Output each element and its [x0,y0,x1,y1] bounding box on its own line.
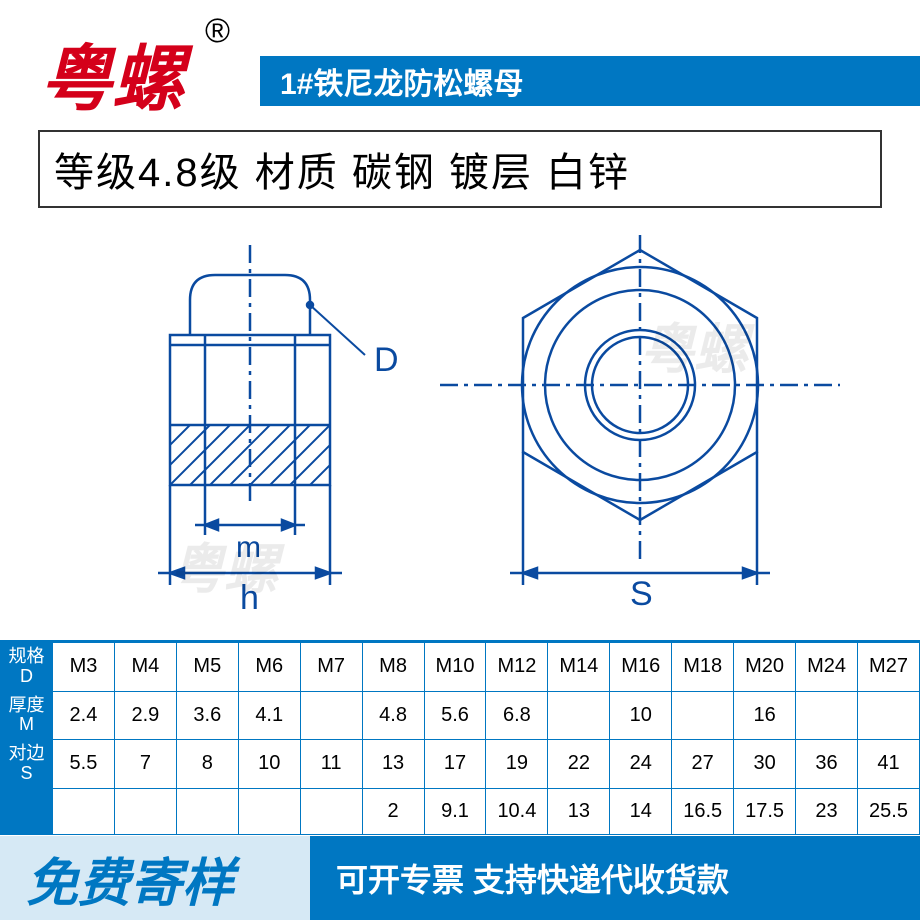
table-cell [176,788,238,834]
watermark-right: 粤螺 [640,305,748,384]
table-cell: M20 [734,643,796,692]
table-row-4: 29.110.4131416.517.52325.5 [1,788,920,834]
table-cell: 10 [238,740,300,789]
table-cell: M16 [610,643,672,692]
table-cell [300,691,362,740]
table-cell: 5.5 [53,740,115,789]
footer-bar: 免费寄样 可开专票 支持快递代收货款 [0,836,920,920]
table-cell: 25.5 [857,788,919,834]
table-cell: M5 [176,643,238,692]
table-cell: 7 [114,740,176,789]
watermark-left: 粤螺 [170,525,278,604]
table-cell [300,788,362,834]
product-title-bar: 1#铁尼龙防松螺母 [260,56,920,106]
spec-line: 等级4.8级 材质 碳钢 镀层 白锌 [54,151,630,195]
table-cell: 16 [734,691,796,740]
table-cell: 27 [672,740,734,789]
table-cell: 13 [362,740,424,789]
label-s: S [630,575,653,613]
table-cell: 22 [548,740,610,789]
table-cell [796,691,858,740]
table-cell: 24 [610,740,672,789]
table-cell: 6.8 [486,691,548,740]
table-cell: 8 [176,740,238,789]
footer-left-text: 免费寄样 [26,841,234,916]
spec-table-wrap: 规格D M3M4M5M6M7M8M10M12M14M16M18M20M24M27… [0,640,920,835]
diagram-svg: D m h S [0,215,920,635]
table-cell: 2.9 [114,691,176,740]
row-header-s: 对边S [1,740,53,789]
table-cell: 14 [610,788,672,834]
table-cell: 41 [857,740,919,789]
table-cell [114,788,176,834]
table-cell: 11 [300,740,362,789]
table-cell: 2 [362,788,424,834]
table-cell: M4 [114,643,176,692]
product-title: 1#铁尼龙防松螺母 [280,59,523,103]
table-cell: 3.6 [176,691,238,740]
footer-right: 可开专票 支持快递代收货款 [310,836,920,920]
technical-diagram: 粤螺 粤螺 [0,215,920,635]
brand-logo-text: 粤螺 ® [40,20,184,125]
table-cell: 5.6 [424,691,486,740]
row-header-m: 厚度M [1,691,53,740]
table-cell: 16.5 [672,788,734,834]
table-row-sizes: 规格D M3M4M5M6M7M8M10M12M14M16M18M20M24M27 [1,643,920,692]
brand-name: 粤螺 [40,40,184,120]
table-cell [548,691,610,740]
spec-line-box: 等级4.8级 材质 碳钢 镀层 白锌 [38,130,882,208]
table-cell: 17 [424,740,486,789]
table-row-s: 对边S 5.5781011131719222427303641 [1,740,920,789]
table-cell [857,691,919,740]
table-cell: 9.1 [424,788,486,834]
table-cell: 10 [610,691,672,740]
table-row-m: 厚度M 2.42.93.64.1 4.85.66.8 10 16 [1,691,920,740]
table-cell: 4.1 [238,691,300,740]
table-cell: M6 [238,643,300,692]
table-cell: M24 [796,643,858,692]
table-cell: 19 [486,740,548,789]
table-cell: M10 [424,643,486,692]
table-cell: M3 [53,643,115,692]
table-cell: M18 [672,643,734,692]
table-cell [53,788,115,834]
label-d: D [374,341,399,379]
footer-left: 免费寄样 [0,836,310,920]
table-cell: 4.8 [362,691,424,740]
table-cell: 2.4 [53,691,115,740]
table-cell: 30 [734,740,796,789]
table-cell: 10.4 [486,788,548,834]
table-cell: M27 [857,643,919,692]
table-cell: 36 [796,740,858,789]
table-cell: 13 [548,788,610,834]
table-cell: M14 [548,643,610,692]
spec-table: 规格D M3M4M5M6M7M8M10M12M14M16M18M20M24M27… [0,642,920,835]
row-header-4 [1,788,53,834]
row-header-d: 规格D [1,643,53,692]
table-cell: M12 [486,643,548,692]
table-cell [238,788,300,834]
table-cell: 23 [796,788,858,834]
table-cell: 17.5 [734,788,796,834]
table-cell: M8 [362,643,424,692]
table-cell: M7 [300,643,362,692]
registered-mark: ® [205,12,230,51]
footer-right-text: 可开专票 支持快递代收货款 [336,855,729,901]
table-cell [672,691,734,740]
